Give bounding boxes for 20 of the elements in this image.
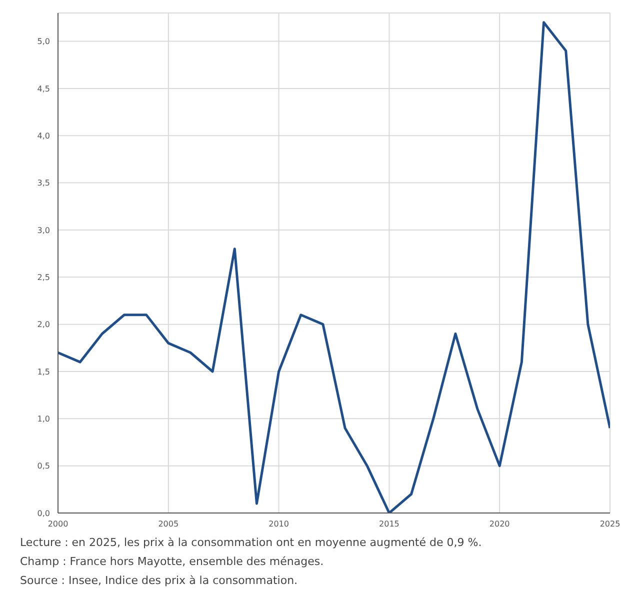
source-note: Source : Insee, Indice des prix à la consommation. (20, 573, 299, 589)
y-tick-label: 0,5 (37, 462, 50, 471)
x-tick-label: 2020 (489, 520, 510, 529)
y-tick-label: 4,5 (37, 84, 50, 94)
text: Lecture : en 2025, les prix à la consommation ont en moyenne augmenté de 0,9 %. (20, 535, 483, 551)
x-tick-label: 2000 (48, 520, 68, 529)
x-tick-label: 2025 (600, 520, 620, 529)
y-tick-label: 5,0 (37, 37, 50, 46)
x-tick-label: 2015 (379, 520, 400, 529)
y-tick-label: 2,5 (37, 272, 50, 282)
y-tick-label: 4,0 (37, 131, 50, 140)
y-tick-label: 1,0 (37, 414, 50, 424)
y-tick-label: 0,0 (37, 508, 50, 518)
y-tick-label: 3,5 (37, 178, 50, 188)
x-tick-label: 2010 (268, 520, 289, 529)
y-tick-label: 1,5 (37, 367, 50, 376)
x-tick-label: 2005 (158, 520, 179, 529)
y-tick-label: 2,0 (37, 320, 50, 330)
y-tick-label: 3,0 (37, 226, 50, 235)
text: Champ : France hors Mayotte, ensemble des ménages. (20, 554, 325, 570)
